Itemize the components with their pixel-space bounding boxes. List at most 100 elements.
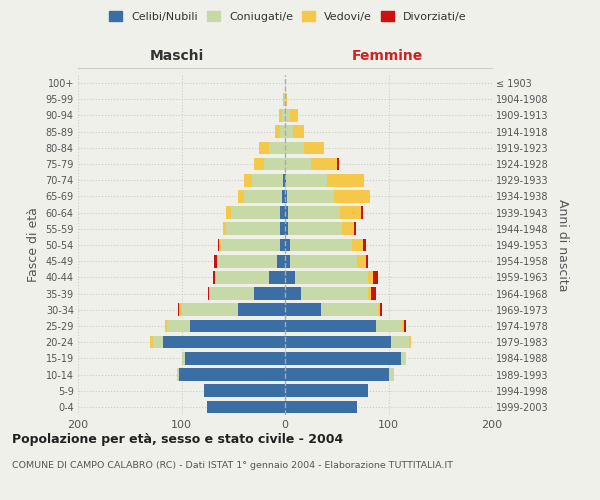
Bar xyxy=(293,126,304,138)
Bar xyxy=(178,304,179,316)
Bar xyxy=(340,206,361,219)
Bar xyxy=(152,336,163,348)
Text: Femmine: Femmine xyxy=(352,48,422,62)
Bar xyxy=(208,400,285,413)
Bar xyxy=(221,238,280,252)
Bar xyxy=(254,158,265,170)
Bar xyxy=(238,304,285,316)
Bar xyxy=(214,255,217,268)
Bar xyxy=(212,271,215,283)
Bar xyxy=(285,368,389,381)
Bar xyxy=(321,304,378,316)
Bar xyxy=(285,304,321,316)
Bar xyxy=(380,304,382,316)
Bar xyxy=(190,320,285,332)
Bar xyxy=(404,320,406,332)
Bar xyxy=(279,109,282,122)
Bar xyxy=(165,320,167,332)
Bar xyxy=(223,222,226,235)
Bar xyxy=(219,238,221,252)
Bar xyxy=(286,174,328,186)
Bar xyxy=(285,93,286,106)
Bar xyxy=(285,320,376,332)
Bar xyxy=(283,93,284,106)
Bar xyxy=(285,158,311,170)
Bar xyxy=(265,158,285,170)
Bar xyxy=(295,271,368,283)
Bar xyxy=(254,288,285,300)
Bar xyxy=(366,255,368,268)
Bar xyxy=(283,174,285,186)
Bar xyxy=(179,304,182,316)
Bar xyxy=(290,255,358,268)
Bar xyxy=(352,238,362,252)
Bar xyxy=(368,271,373,283)
Bar xyxy=(269,271,285,283)
Bar xyxy=(277,255,285,268)
Text: Maschi: Maschi xyxy=(150,48,204,62)
Bar xyxy=(284,93,285,106)
Bar xyxy=(280,126,285,138)
Bar xyxy=(244,190,282,202)
Bar xyxy=(285,109,290,122)
Bar xyxy=(285,384,368,397)
Bar xyxy=(163,336,285,348)
Bar xyxy=(185,352,285,364)
Bar xyxy=(211,288,254,300)
Bar xyxy=(391,336,409,348)
Bar xyxy=(269,142,285,154)
Bar xyxy=(217,255,218,268)
Bar xyxy=(285,206,288,219)
Bar xyxy=(226,222,280,235)
Bar xyxy=(362,238,366,252)
Bar xyxy=(376,320,402,332)
Bar xyxy=(285,400,358,413)
Bar xyxy=(285,174,286,186)
Bar xyxy=(311,158,337,170)
Bar xyxy=(285,288,301,300)
Bar xyxy=(401,352,406,364)
Bar xyxy=(373,271,378,283)
Text: COMUNE DI CAMPO CALABRO (RC) - Dati ISTAT 1° gennaio 2004 - Elaborazione TUTTITA: COMUNE DI CAMPO CALABRO (RC) - Dati ISTA… xyxy=(12,461,453,470)
Bar xyxy=(371,288,376,300)
Bar xyxy=(285,126,293,138)
Y-axis label: Anni di nascita: Anni di nascita xyxy=(556,198,569,291)
Bar xyxy=(282,109,285,122)
Bar xyxy=(358,255,366,268)
Bar xyxy=(231,206,280,219)
Bar xyxy=(285,238,290,252)
Bar xyxy=(167,320,190,332)
Bar xyxy=(215,271,269,283)
Bar xyxy=(285,336,391,348)
Bar xyxy=(287,190,334,202)
Bar xyxy=(280,238,285,252)
Bar xyxy=(280,222,285,235)
Legend: Celibi/Nubili, Coniugati/e, Vedovi/e, Divorziati/e: Celibi/Nubili, Coniugati/e, Vedovi/e, Di… xyxy=(106,8,470,25)
Bar xyxy=(288,206,340,219)
Bar xyxy=(355,222,356,235)
Bar xyxy=(280,206,285,219)
Bar xyxy=(285,222,288,235)
Bar xyxy=(285,142,304,154)
Bar xyxy=(285,352,401,364)
Bar xyxy=(259,142,269,154)
Bar xyxy=(389,368,394,381)
Bar xyxy=(285,190,287,202)
Bar xyxy=(361,206,362,219)
Bar xyxy=(218,255,277,268)
Bar xyxy=(301,288,368,300)
Bar xyxy=(238,190,244,202)
Bar xyxy=(252,174,283,186)
Bar xyxy=(368,288,371,300)
Bar xyxy=(290,238,352,252)
Bar xyxy=(286,93,287,106)
Bar xyxy=(334,190,370,202)
Bar xyxy=(282,190,285,202)
Bar xyxy=(204,384,285,397)
Bar xyxy=(409,336,411,348)
Bar xyxy=(151,336,152,348)
Bar xyxy=(182,304,238,316)
Bar xyxy=(275,126,280,138)
Bar xyxy=(218,238,219,252)
Bar xyxy=(179,368,285,381)
